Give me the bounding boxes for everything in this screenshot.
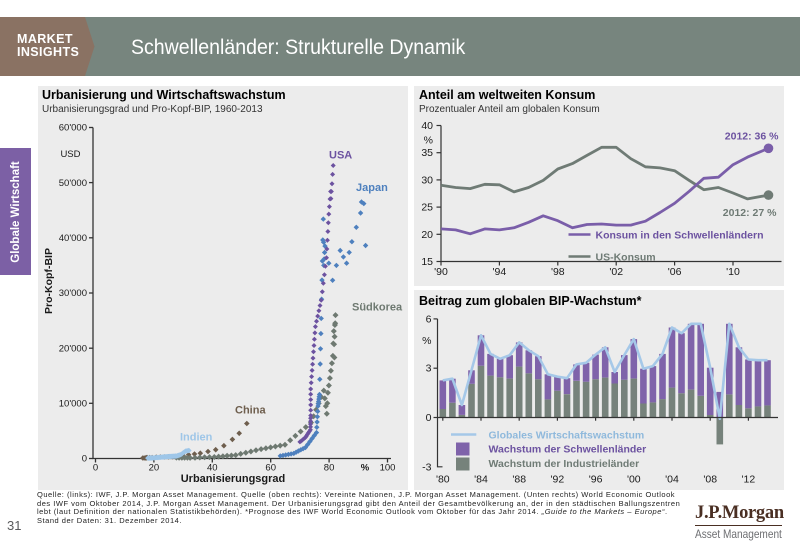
svg-text:Indien: Indien [180, 431, 213, 443]
svg-text:'84: '84 [474, 473, 488, 485]
svg-text:10'000: 10'000 [59, 398, 87, 409]
svg-text:15: 15 [421, 256, 433, 268]
svg-text:Globales Wirtschaftswachstum: Globales Wirtschaftswachstum [488, 429, 644, 441]
svg-text:'08: '08 [703, 473, 717, 485]
svg-text:USD: USD [60, 149, 80, 160]
svg-text:'88: '88 [512, 473, 526, 485]
svg-text:0: 0 [93, 462, 98, 473]
svg-text:Japan: Japan [356, 182, 388, 194]
svg-text:25: 25 [421, 201, 433, 213]
svg-text:USA: USA [329, 149, 352, 161]
svg-text:%: % [361, 462, 370, 473]
svg-text:2012: 27 %: 2012: 27 % [722, 207, 776, 219]
svg-text:30: 30 [421, 174, 433, 186]
svg-text:40: 40 [207, 462, 218, 473]
svg-text:0: 0 [82, 453, 87, 464]
svg-text:'04: '04 [665, 473, 679, 485]
svg-text:3: 3 [425, 362, 431, 374]
svg-text:%: % [423, 134, 432, 146]
svg-text:'80: '80 [435, 473, 449, 485]
svg-text:100: 100 [380, 462, 396, 473]
svg-text:'92: '92 [550, 473, 564, 485]
svg-text:60: 60 [265, 462, 276, 473]
svg-text:0: 0 [425, 412, 431, 424]
svg-text:US-Konsum: US-Konsum [595, 251, 655, 263]
svg-text:Konsum in den Schwellenländern: Konsum in den Schwellenländern [595, 229, 763, 241]
svg-text:6: 6 [425, 313, 431, 325]
svg-text:40'000: 40'000 [59, 233, 87, 244]
svg-text:'96: '96 [588, 473, 602, 485]
svg-text:-3: -3 [422, 461, 431, 473]
svg-text:35: 35 [421, 147, 433, 159]
svg-text:50'000: 50'000 [59, 177, 87, 188]
svg-text:'90: '90 [434, 266, 448, 278]
svg-text:30'000: 30'000 [59, 288, 87, 299]
svg-text:'10: '10 [726, 266, 740, 278]
svg-text:2012: 36 %: 2012: 36 % [724, 130, 778, 142]
svg-text:Südkorea: Südkorea [352, 301, 403, 313]
svg-text:80: 80 [324, 462, 335, 473]
svg-text:Wachstum der Industrieländer: Wachstum der Industrieländer [488, 458, 639, 470]
svg-text:'98: '98 [550, 266, 564, 278]
svg-text:20'000: 20'000 [59, 343, 87, 354]
svg-text:60'000: 60'000 [59, 122, 87, 133]
svg-text:20: 20 [421, 228, 433, 240]
svg-text:'02: '02 [609, 266, 623, 278]
svg-text:'12: '12 [741, 473, 755, 485]
svg-text:'00: '00 [626, 473, 640, 485]
svg-text:'94: '94 [492, 266, 506, 278]
svg-text:China: China [235, 404, 266, 416]
svg-text:20: 20 [149, 462, 160, 473]
svg-text:Wachstum der Schwellenländer: Wachstum der Schwellenländer [488, 443, 646, 455]
svg-text:%: % [422, 334, 431, 346]
svg-text:'06: '06 [667, 266, 681, 278]
svg-text:40: 40 [421, 120, 433, 132]
